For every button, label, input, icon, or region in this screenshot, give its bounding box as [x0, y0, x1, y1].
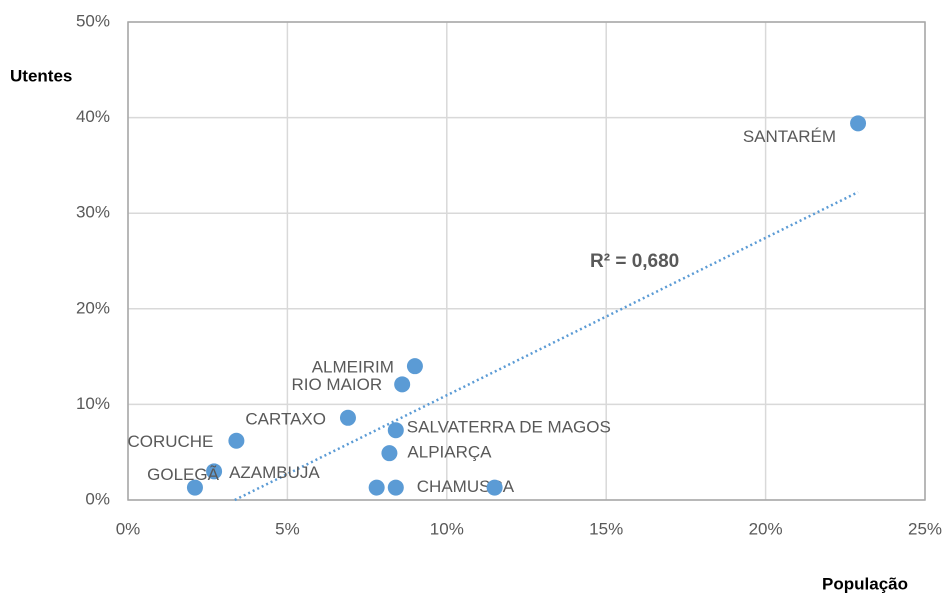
x-axis-label: População — [822, 574, 908, 593]
x-tick-label: 25% — [908, 519, 942, 538]
y-tick-label: 30% — [76, 203, 110, 222]
plot-border — [127, 21, 926, 501]
point-label: RIO MAIOR — [291, 375, 382, 394]
point — [387, 479, 404, 496]
y-tick-label: 10% — [76, 394, 110, 413]
x-tick-label: 15% — [589, 519, 623, 538]
point — [406, 358, 423, 375]
point-label: GOLEGÃ — [147, 465, 219, 484]
point-label: CORUCHE — [127, 432, 213, 451]
x-tick-label: 5% — [275, 519, 300, 538]
point-label: AZAMBUJA — [229, 463, 320, 482]
x-tick-label: 0% — [116, 519, 141, 538]
y-tick-label: 50% — [76, 11, 110, 30]
point — [387, 422, 404, 439]
y-tick-label: 40% — [76, 107, 110, 126]
point — [394, 376, 411, 393]
point-label: ALPIARÇA — [407, 443, 492, 462]
point-label: ALMEIRIM — [312, 358, 394, 377]
point — [206, 463, 223, 480]
y-tick-label: 20% — [76, 298, 110, 317]
point — [486, 479, 503, 496]
x-tick-label: 20% — [749, 519, 783, 538]
x-tick-label: 10% — [430, 519, 464, 538]
point-label: CARTAXO — [245, 409, 326, 428]
point — [850, 115, 867, 132]
trendline — [234, 191, 859, 502]
y-tick-label: 0% — [85, 489, 110, 508]
point — [339, 409, 356, 426]
point — [381, 445, 398, 462]
point-label: SANTARÉM — [743, 127, 836, 146]
y-axis-label: Utentes — [10, 66, 72, 85]
point — [368, 479, 385, 496]
trendline-annotation: R² = 0,680 — [590, 251, 679, 272]
point — [186, 479, 203, 496]
point — [228, 432, 245, 449]
point-label: SALVATERRA DE MAGOS — [407, 418, 611, 437]
